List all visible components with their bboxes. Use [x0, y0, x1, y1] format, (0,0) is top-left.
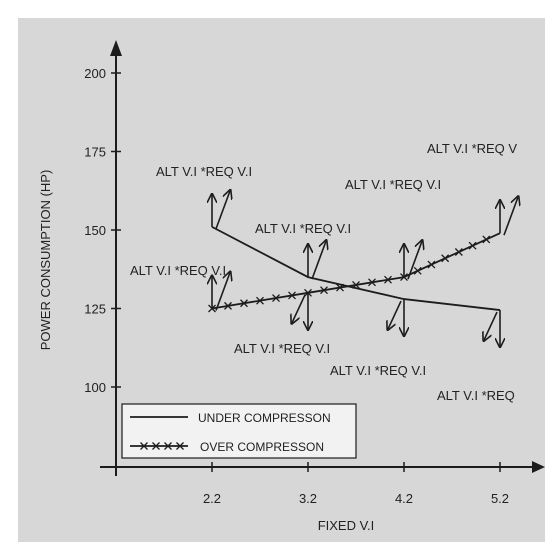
x-marker: [224, 301, 232, 310]
x-marker: [454, 248, 463, 256]
annotation-label: ALT V.I *REQ: [437, 388, 515, 403]
annotation-label: ALT V.I *REQ V.I: [330, 363, 426, 378]
x-tick-label: 3.2: [299, 491, 317, 506]
legend-x-marker: [152, 442, 160, 450]
diagonal-arrow-icon: [388, 300, 402, 329]
diagonal-arrow-icon: [407, 241, 422, 280]
x-tick-label: 5.2: [491, 491, 509, 506]
y-tick-label: 150: [84, 223, 106, 238]
diagonal-arrow-icon: [292, 294, 306, 323]
annotation-group: ALT V.I *REQ V.I: [156, 164, 252, 230]
y-tick-label: 175: [84, 145, 106, 160]
x-marker: [240, 299, 248, 308]
x-tick-label: 4.2: [395, 491, 413, 506]
y-tick-label: 125: [84, 302, 106, 317]
diagonal-arrow-icon: [311, 241, 326, 280]
annotation-label: ALT V.I *REQ V.I: [255, 221, 351, 236]
x-tick-label: 2.2: [203, 491, 221, 506]
legend-x-marker: [176, 442, 184, 450]
annotation-label: ALT V.I *REQ V.I: [156, 164, 252, 179]
series-line-under-compression: [211, 226, 501, 311]
x-axis-label: FIXED V.I: [318, 518, 375, 533]
annotation-group: ALT V.I *REQ V.I: [255, 221, 351, 280]
diagonal-arrow-icon: [503, 197, 518, 236]
x-marker: [468, 241, 477, 250]
x-marker: [384, 275, 392, 284]
chart-background: [18, 18, 545, 542]
diagonal-arrow-icon: [215, 191, 230, 230]
x-marker: [320, 286, 328, 295]
y-tick-label: 100: [84, 380, 106, 395]
x-marker: [413, 266, 422, 275]
y-tick-label: 200: [84, 66, 106, 81]
annotation-label: ALT V.I *REQ V.I: [130, 263, 226, 278]
annotation-label: ALT V.I *REQ V.I: [234, 341, 330, 356]
legend-box: [121, 403, 357, 459]
x-marker: [272, 294, 280, 302]
diagonal-arrow-icon: [215, 273, 230, 311]
x-marker: [482, 235, 491, 244]
diagonal-arrow-icon: [484, 311, 498, 340]
x-marker: [427, 260, 436, 269]
legend-x-marker: [140, 442, 148, 450]
x-marker: [368, 278, 376, 287]
annotation-label: ALT V.I *REQ V: [427, 141, 517, 156]
annotation-group: ALT V.I *REQ V.I: [345, 177, 441, 280]
x-axis-arrow-icon: [532, 461, 545, 473]
y-axis-arrow-icon: [110, 40, 122, 56]
annotation-group: ALT V.I *REQ V.I: [330, 299, 426, 378]
annotation-group: ALT V.I *REQ V.I: [130, 263, 230, 311]
annotation-label: ALT V.I *REQ V.I: [345, 177, 441, 192]
legend-x-marker: [164, 442, 172, 450]
x-marker: [441, 254, 450, 263]
annotation-group: ALT V.I *REQ V.I: [234, 292, 330, 356]
annotation-group: ALT V.I *REQ V: [427, 141, 518, 236]
x-marker: [288, 291, 296, 300]
annotation-group: ALT V.I *REQ: [437, 310, 515, 403]
x-marker: [256, 296, 264, 305]
legend-label-over: OVER COMPRESSON: [200, 440, 324, 454]
y-axis-label: POWER CONSUMPTION (HP): [38, 170, 53, 351]
x-marker: [336, 283, 344, 292]
x-marker: [352, 280, 360, 289]
legend-label-under: UNDER COMPRESSON: [198, 411, 331, 425]
